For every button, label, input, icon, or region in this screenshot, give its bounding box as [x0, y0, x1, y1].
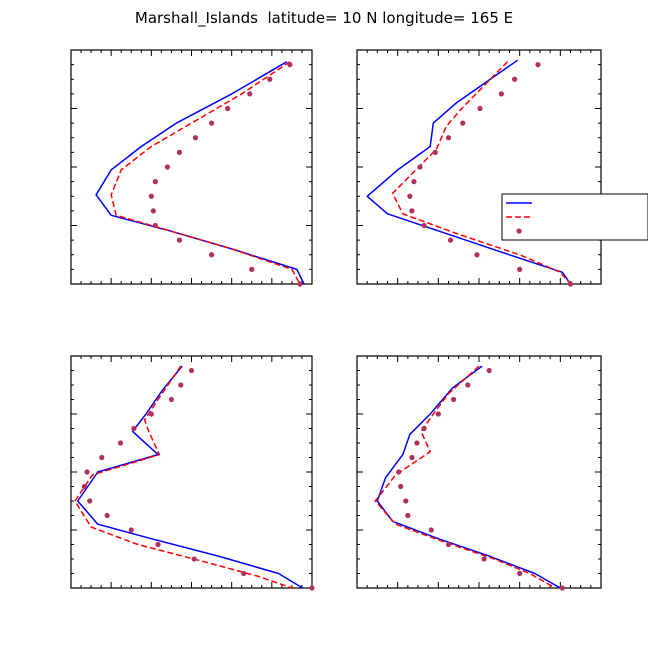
plot-frame — [70, 49, 313, 285]
raobs-marker — [164, 164, 170, 170]
raobs-marker — [517, 570, 523, 577]
legend-marker — [516, 228, 522, 234]
raobs-marker — [131, 425, 137, 432]
raobs-marker — [486, 367, 492, 374]
raobs-marker — [417, 164, 423, 170]
raobs-marker — [481, 556, 487, 562]
raobs-marker — [403, 498, 409, 504]
series-line-famipc5-ne30wtl — [366, 59, 572, 285]
raobs-marker — [128, 527, 134, 533]
legend — [501, 193, 648, 241]
raobs-marker — [152, 222, 158, 229]
raobs-marker — [192, 135, 199, 141]
raobs-marker — [99, 454, 105, 461]
raobs-marker — [450, 396, 457, 403]
panels — [70, 49, 602, 591]
raobs-marker — [445, 135, 452, 141]
raobs-marker — [567, 281, 574, 287]
legend-entry — [516, 228, 522, 234]
raobs-marker — [398, 483, 404, 490]
series-line-famipc5-ne30wtl — [95, 61, 305, 285]
raobs-marker — [405, 512, 411, 519]
raobs-marker — [188, 367, 195, 374]
raobs-marker — [411, 179, 417, 185]
plot-frame — [70, 355, 313, 589]
raobs-marker — [225, 105, 231, 112]
raobs-marker — [117, 440, 124, 446]
raobs-marker — [535, 62, 541, 68]
raobs-marker — [465, 382, 471, 388]
raobs-marker — [396, 469, 402, 475]
raobs-marker — [155, 541, 161, 548]
raobs-marker — [432, 149, 438, 155]
panel-oct — [356, 355, 602, 591]
raobs-marker — [474, 252, 480, 258]
raobs-marker — [249, 266, 255, 272]
raobs-marker — [445, 541, 452, 548]
raobs-marker — [267, 76, 273, 82]
raobs-marker — [409, 208, 415, 214]
series-line-famipc5-ne30-ctl — [374, 365, 556, 589]
raobs-marker — [176, 237, 183, 243]
series-line-famipc5-ne30-ctl — [110, 61, 301, 285]
raobs-marker — [84, 469, 90, 475]
raobs-marker — [447, 237, 454, 243]
raobs-marker — [559, 585, 565, 591]
raobs-marker — [511, 76, 518, 82]
raobs-marker — [104, 512, 110, 519]
raobs-marker — [208, 120, 215, 126]
series-line-famipc5-ne30-ctl — [391, 61, 572, 285]
panel-jul — [70, 355, 315, 591]
raobs-marker — [421, 425, 427, 432]
panel-jan — [70, 49, 313, 287]
raobs-marker — [191, 556, 197, 562]
raobs-marker — [148, 411, 154, 417]
raobs-marker — [87, 498, 93, 504]
figure-title: Marshall_Islands latitude= 10 N longitud… — [135, 9, 513, 28]
raobs-marker — [247, 91, 253, 97]
raobs-marker — [241, 570, 247, 577]
raobs-marker — [168, 396, 175, 403]
legend-box — [501, 193, 648, 241]
raobs-marker — [176, 149, 183, 155]
plot-frame — [356, 49, 602, 285]
raobs-marker — [428, 527, 434, 533]
raobs-marker — [421, 222, 427, 229]
raobs-marker — [409, 454, 415, 461]
raobs-marker — [435, 411, 441, 417]
raobs-marker — [178, 382, 184, 388]
raobs-marker — [477, 105, 483, 112]
raobs-marker — [297, 281, 303, 287]
series-line-famipc5-ne30wtl — [376, 365, 561, 589]
raobs-marker — [81, 483, 87, 490]
raobs-marker — [498, 91, 504, 97]
raobs-marker — [407, 193, 413, 199]
raobs-marker — [414, 440, 420, 446]
series-line-famipc5-ne30-ctl — [74, 365, 293, 589]
raobs-marker — [150, 208, 156, 214]
raobs-marker — [287, 62, 293, 68]
panel-apr — [356, 49, 602, 287]
raobs-marker — [148, 193, 154, 199]
raobs-marker — [152, 179, 158, 185]
raobs-marker — [460, 120, 466, 126]
raobs-marker — [208, 252, 215, 258]
series-line-famipc5-ne30wtl — [76, 365, 303, 589]
raobs-marker — [517, 266, 523, 272]
raobs-marker — [309, 585, 315, 591]
